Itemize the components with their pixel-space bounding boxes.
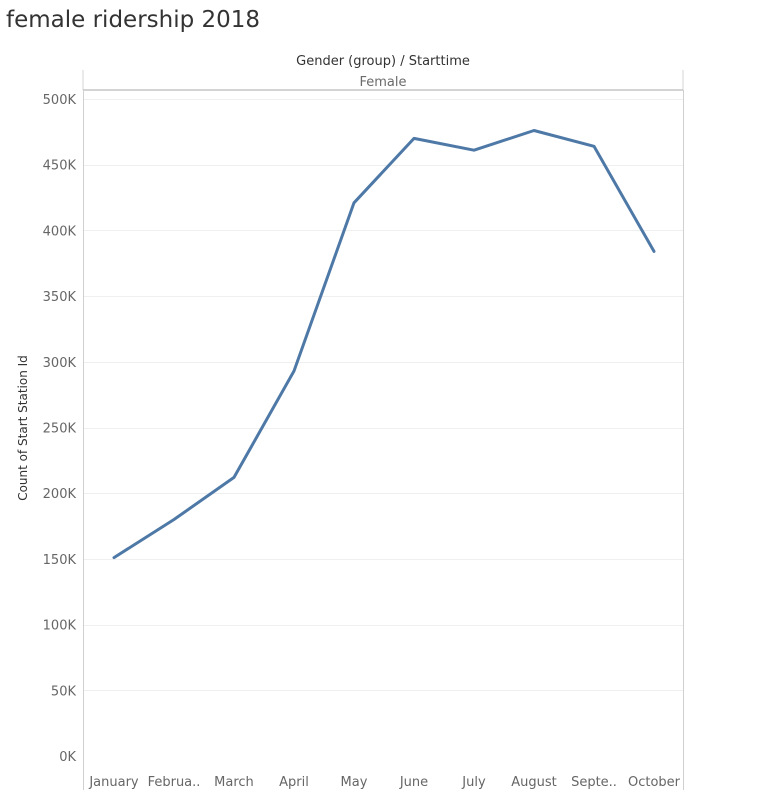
y-tick-label: 450K <box>43 159 77 174</box>
x-tick-label: January <box>88 775 139 790</box>
series-line[interactable] <box>112 129 656 560</box>
y-tick-label: 350K <box>43 290 77 305</box>
x-tick-label: October <box>628 775 681 790</box>
x-tick-label: Februa.. <box>148 775 201 790</box>
y-tick-label: 250K <box>43 422 77 437</box>
x-tick-label: June <box>399 775 428 790</box>
pane-header: Female <box>359 75 406 90</box>
y-tick-label: 100K <box>43 619 77 634</box>
y-tick-label: 150K <box>43 553 77 568</box>
chart-title: female ridership 2018 <box>6 7 261 33</box>
y-tick-label: 400K <box>43 224 77 239</box>
y-tick-label: 500K <box>43 93 77 108</box>
x-tick-label: April <box>279 775 309 790</box>
x-tick-label: March <box>214 775 254 790</box>
column-header: Gender (group) / Starttime <box>296 54 470 69</box>
y-tick-label: 200K <box>43 487 77 502</box>
x-tick-label: May <box>341 775 368 790</box>
y-tick-label: 50K <box>51 684 77 699</box>
y-tick-label: 0K <box>59 750 76 765</box>
x-tick-label: Septe.. <box>571 775 617 790</box>
y-tick-label: 300K <box>43 356 77 371</box>
y-axis-title: Count of Start Station Id <box>16 355 30 501</box>
x-tick-label: August <box>511 775 557 790</box>
x-tick-label: July <box>461 775 486 790</box>
